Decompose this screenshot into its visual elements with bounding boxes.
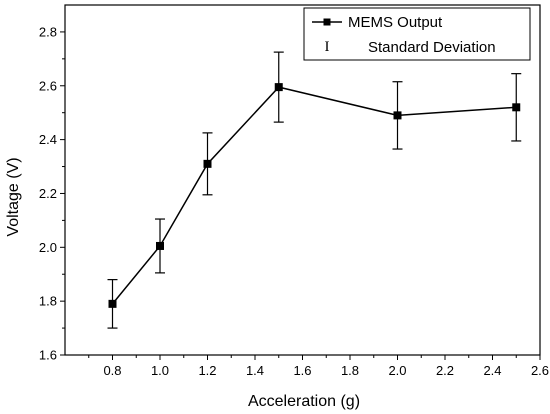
x-tick-label: 1.8 (341, 363, 359, 378)
y-tick-label: 2.4 (39, 132, 57, 147)
legend: MEMS Output I Standard Deviation (303, 7, 531, 61)
x-tick-label: 0.8 (103, 363, 121, 378)
legend-box (303, 7, 531, 61)
y-tick-label: 1.8 (39, 294, 57, 309)
y-axis-title: Voltage (V) (5, 157, 22, 236)
data-point (393, 111, 402, 120)
data-point (203, 159, 212, 168)
x-tick-label: 2.2 (436, 363, 454, 378)
y-tick-label: 2.0 (39, 240, 57, 255)
legend-marker-square (323, 18, 331, 26)
data-point (512, 103, 521, 112)
plot-area: 0.8 1.0 1.2 1.4 1.6 1.8 2.0 2.2 2.4 2.6 1.6 1.8 2.0 2… (39, 4, 549, 378)
data-point (108, 299, 117, 308)
x-tick-label: 2.0 (388, 363, 406, 378)
x-tick-label: 1.2 (198, 363, 216, 378)
legend-label-standard-deviation: Standard Deviation (368, 39, 496, 56)
legend-label-mems-output: MEMS Output (348, 14, 443, 31)
x-tick-label: 2.4 (483, 363, 501, 378)
y-tick-label: 2.6 (39, 78, 57, 93)
y-tick-label: 2.2 (39, 186, 57, 201)
data-point (156, 241, 164, 250)
y-tick-label: 2.8 (39, 24, 57, 39)
x-tick-label: 1.6 (293, 363, 311, 378)
series-line (111, 86, 517, 305)
x-tick-label: 1.0 (151, 363, 169, 378)
x-tick-label: 2.6 (531, 363, 549, 378)
data-point (274, 83, 283, 92)
x-tick-label: 1.4 (246, 363, 264, 378)
legend-error-symbol: I (325, 39, 330, 55)
x-axis-title: Acceleration (g) (248, 393, 360, 410)
y-tick-label: 1.6 (39, 348, 57, 363)
